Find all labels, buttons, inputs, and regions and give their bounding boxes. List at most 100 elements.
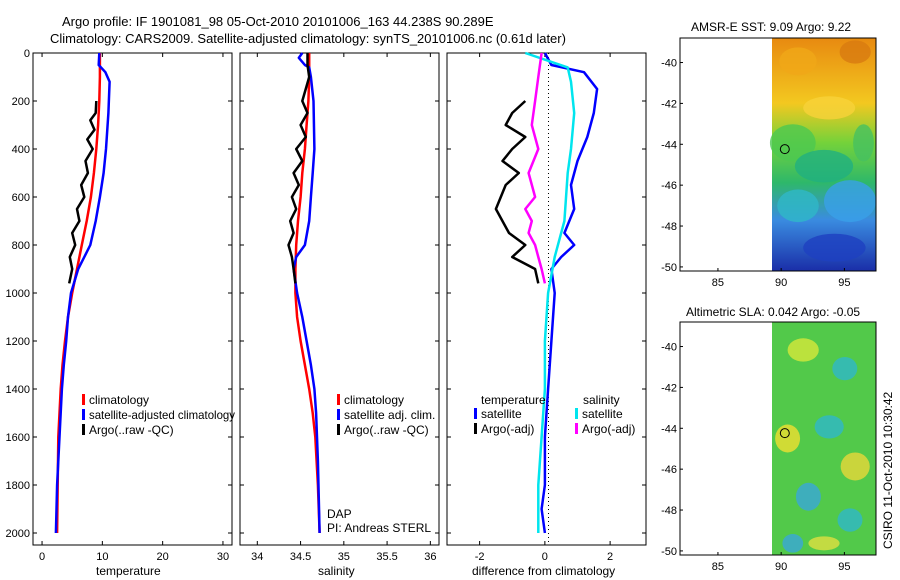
field-texture: [840, 40, 871, 63]
field-texture: [853, 124, 874, 161]
field-texture: [838, 508, 863, 531]
map-y-tick-label: -40: [661, 58, 677, 70]
map-y-tick-label: -44: [661, 139, 677, 151]
map-y-tick-label: -48: [661, 221, 677, 233]
legend-swatch-climatology: [82, 394, 85, 405]
legend-sal-argo: Argo(-adj): [582, 422, 635, 436]
map-y-tick-label: -50: [661, 546, 677, 558]
x-tick-label: 0: [39, 551, 45, 563]
title-line-1: Argo profile: IF 1901081_98 05-Oct-2010 …: [62, 14, 494, 29]
figure: Argo profile: IF 1901081_98 05-Oct-2010 …: [0, 0, 900, 580]
y-tick-label: 600: [12, 192, 30, 204]
sla-map-title: Altimetric SLA: 0.042 Argo: -0.05: [686, 305, 860, 319]
legend-satellite: satellite-adjusted climatology: [89, 408, 235, 422]
legend-swatch-climatology: [337, 394, 340, 405]
map-x-tick-label: 85: [712, 561, 724, 573]
field-texture: [832, 357, 857, 380]
legend-argo: Argo(..raw -QC): [344, 423, 429, 437]
field-texture: [815, 415, 844, 438]
y-tick-label: 400: [12, 144, 30, 156]
x-tick-label: 34.5: [290, 551, 311, 563]
temperature-legend: climatology satellite-adjusted climatolo…: [82, 393, 235, 437]
salinity-panel: 34 34.5 35 35.5 36 salinity climatology sate…: [240, 53, 439, 578]
field-texture: [795, 150, 853, 183]
temperature-xlabel: temperature: [96, 564, 161, 578]
temperature-panel: 0 10 20 30 0 200 400 600 800 1000 1200 1400 1600 1800…: [6, 48, 235, 578]
map-y-tick-label: -44: [661, 423, 677, 435]
legend-swatch-satellite: [82, 409, 85, 420]
x-tick-label: 36: [424, 551, 436, 563]
map-y-tick-label: -46: [661, 180, 677, 192]
temperature-axes-frame: [33, 53, 232, 545]
map-y-tick-label: -42: [661, 382, 677, 394]
y-tick-label: 1400: [6, 384, 30, 396]
legend-swatch-temp-satellite: [474, 408, 477, 419]
y-tick-label: 1600: [6, 432, 30, 444]
series-salinity-argo: [525, 53, 545, 283]
sst-map-panel: AMSR-E SST: 9.09 Argo: 9.22 85 90 95 -40 -42…: [661, 20, 876, 289]
salinity-lines: [289, 53, 320, 533]
difference-legend: temperature satellite Argo(-adj) salinit…: [474, 393, 635, 436]
x-tick-label: 35.5: [376, 551, 397, 563]
legend-temp-satellite: satellite: [481, 407, 522, 421]
field-texture: [824, 180, 876, 222]
x-tick-label: 20: [157, 551, 169, 563]
x-tick-label: 30: [217, 551, 229, 563]
sst-map-title: AMSR-E SST: 9.09 Argo: 9.22: [691, 20, 851, 34]
field-texture: [803, 234, 865, 262]
salinity-legend: climatology satellite adj. clim. Argo(..…: [337, 393, 435, 437]
x-tick-label: 10: [96, 551, 108, 563]
field-texture: [782, 534, 803, 553]
field-texture: [803, 96, 855, 119]
sla-map-panel: Altimetric SLA: 0.042 Argo: -0.05 85 90 95…: [661, 305, 876, 573]
legend-sal-satellite: satellite: [582, 407, 623, 421]
legend-climatology: climatology: [89, 393, 149, 407]
x-tick-label: 2: [607, 551, 613, 563]
temperature-ticks: 0 10 20 30 0 200 400 600 800 1000 1200 1400 1600 1800…: [6, 48, 232, 563]
legend-temperature-title: temperature: [481, 393, 546, 407]
csiro-timestamp: CSIRO 11-Oct-2010 10:30:42: [881, 391, 895, 549]
legend-swatch-sal-satellite: [575, 408, 578, 419]
field-texture: [796, 483, 821, 511]
map-x-tick-label: 90: [775, 277, 787, 289]
map-x-tick-label: 85: [712, 277, 724, 289]
legend-salinity-title: salinity: [583, 393, 620, 407]
y-tick-label: 1200: [6, 336, 30, 348]
y-tick-label: 1800: [6, 480, 30, 492]
series-argo: [289, 53, 310, 283]
temperature-lines: [56, 53, 110, 533]
field-texture: [788, 338, 819, 361]
salinity-xlabel: salinity: [318, 564, 355, 578]
legend-climatology: climatology: [344, 393, 404, 407]
difference-panel: -2 0 2 difference from climatology tempera…: [447, 53, 646, 578]
map-x-tick-label: 90: [775, 561, 787, 573]
legend-swatch-satellite: [337, 409, 340, 420]
map-y-tick-label: -42: [661, 98, 677, 110]
legend-swatch-sal-argo: [575, 423, 578, 434]
legend-satellite: satellite adj. clim.: [344, 408, 435, 422]
field-texture: [775, 425, 800, 453]
series-satellite: [56, 53, 110, 533]
x-tick-label: 34: [251, 551, 263, 563]
field-texture: [808, 536, 839, 550]
legend-swatch-argo: [337, 424, 340, 435]
title-line-2: Climatology: CARS2009. Satellite-adjuste…: [50, 31, 566, 46]
legend-temp-argo: Argo(-adj): [481, 422, 534, 436]
map-y-tick-label: -50: [661, 262, 677, 274]
annotation-pi: PI: Andreas STERL: [327, 521, 431, 535]
y-tick-label: 200: [12, 96, 30, 108]
map-y-tick-label: -40: [661, 342, 677, 354]
map-x-tick-label: 95: [838, 561, 850, 573]
legend-swatch-temp-argo: [474, 423, 477, 434]
map-y-tick-label: -46: [661, 464, 677, 476]
map-y-tick-label: -48: [661, 505, 677, 517]
legend-swatch-argo: [82, 424, 85, 435]
y-tick-label: 0: [24, 48, 30, 60]
x-tick-label: 0: [542, 551, 548, 563]
salinity-axes-frame: [240, 53, 439, 545]
series-temperature-satellite: [542, 53, 598, 533]
y-tick-label: 1000: [6, 288, 30, 300]
legend-argo: Argo(..raw -QC): [89, 423, 174, 437]
salinity-ticks: 34 34.5 35 35.5 36: [240, 53, 439, 563]
map-x-tick-label: 95: [838, 277, 850, 289]
